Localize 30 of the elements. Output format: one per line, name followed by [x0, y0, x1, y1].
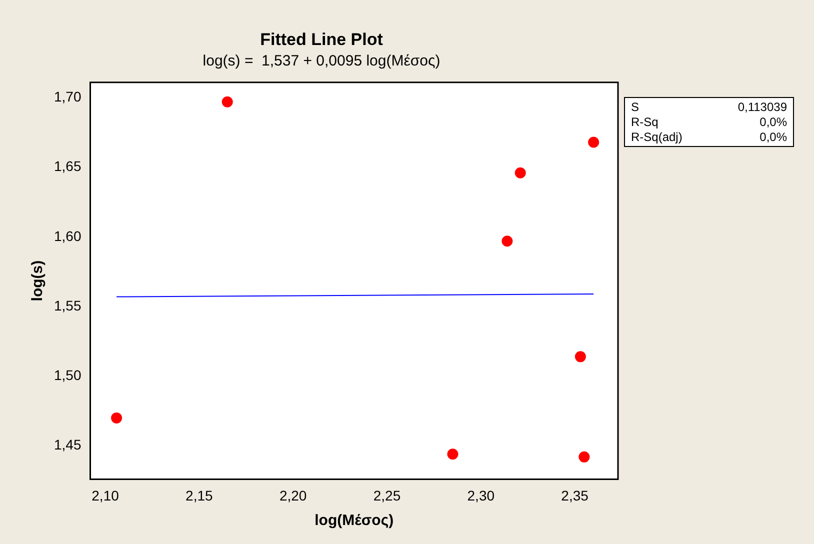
point	[502, 236, 513, 247]
text: S	[631, 100, 640, 114]
y-tick-label: 1,65	[54, 158, 82, 174]
text: R-Sq(adj)	[631, 130, 684, 144]
y-tick-label: 1,60	[54, 228, 82, 244]
point	[588, 136, 600, 148]
chart-title: Fitted Line Plot	[260, 30, 384, 49]
y-tick-label: 1,45	[54, 436, 82, 453]
text: 0,113039	[738, 100, 787, 114]
x-tick-label: 2,15	[186, 487, 214, 504]
point	[514, 167, 526, 178]
text: 0,0%	[758, 130, 787, 144]
x-tick-label: 2,25	[373, 487, 401, 504]
point	[574, 351, 586, 362]
point	[578, 451, 590, 462]
y-axis-title: log(s)	[29, 260, 46, 302]
x-axis-title: log(Μέσος)	[314, 512, 394, 530]
point	[447, 448, 458, 460]
point	[111, 412, 122, 424]
x-tick-label: 2,10	[92, 487, 120, 504]
y-tick-label: 1,50	[54, 367, 82, 384]
x-tick-label: 2,35	[561, 487, 589, 504]
chart-subtitle: log(s) = 1,537 + 0,0095 log(Μέσος)	[202, 52, 440, 70]
text: 0,0%	[758, 115, 787, 129]
x-tick-label: 2,30	[467, 487, 495, 504]
y-tick-label: 1,55	[54, 297, 82, 314]
x-tick-label: 2,20	[279, 487, 307, 504]
point	[222, 96, 233, 108]
text: R-Sq	[631, 115, 660, 129]
y-tick-label: 1,70	[54, 88, 82, 105]
